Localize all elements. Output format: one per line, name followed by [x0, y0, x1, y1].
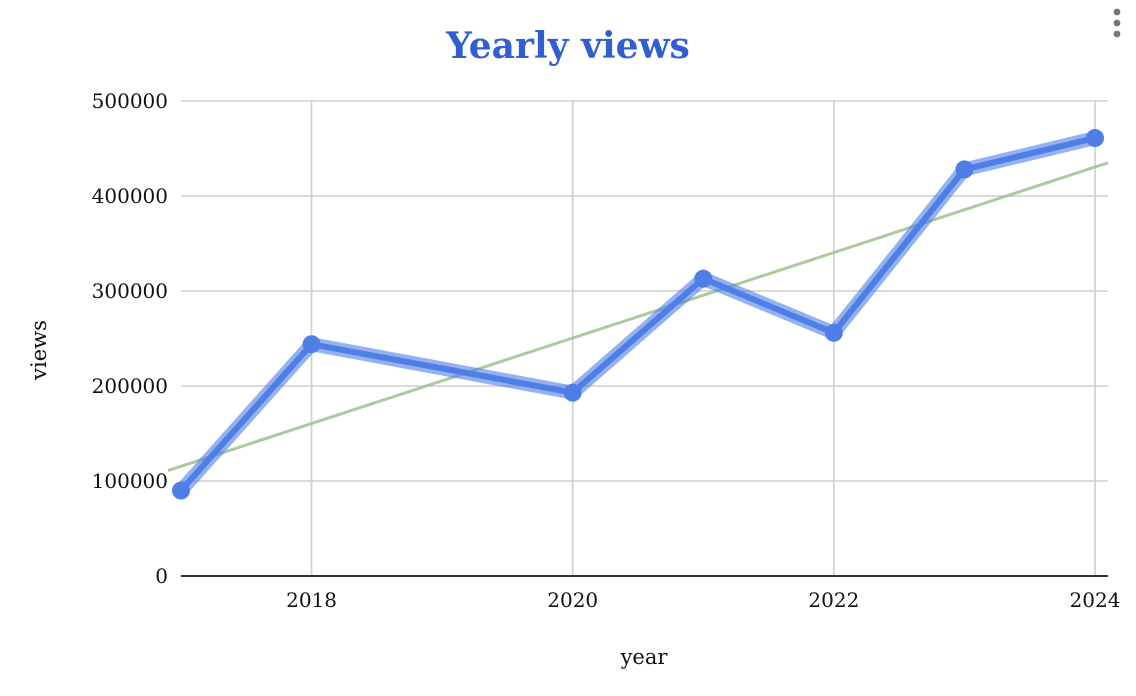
data-point — [955, 160, 974, 179]
more-vert-icon[interactable] — [1113, 8, 1121, 38]
x-tick-label: 2024 — [1070, 588, 1121, 612]
data-point — [172, 481, 190, 500]
x-tick-label: 2022 — [808, 588, 859, 612]
series-group — [172, 129, 1104, 500]
menu-dot — [1113, 30, 1121, 38]
x-tick-label: 2020 — [547, 588, 598, 612]
series-line — [178, 135, 1098, 494]
x-tick-label: 2018 — [286, 588, 337, 612]
y-tick-label: 100000 — [92, 469, 168, 493]
chart-title: Yearly views — [445, 25, 690, 67]
data-point — [563, 383, 582, 402]
y-tick-label: 300000 — [92, 279, 168, 303]
trendline-group — [167, 161, 1109, 472]
y-tick-label: 400000 — [92, 184, 168, 208]
data-point — [824, 323, 843, 342]
x-axis: 2018 2020 2022 2024 — [286, 588, 1120, 612]
y-tick-label: 200000 — [92, 374, 168, 398]
y-axis: 0 100000 200000 300000 400000 500000 — [92, 89, 168, 588]
x-axis-title: year — [620, 645, 669, 669]
menu-dot — [1113, 8, 1121, 16]
trendline — [167, 161, 1109, 472]
data-point — [302, 335, 321, 354]
y-tick-label: 0 — [155, 564, 168, 588]
y-axis-title: views — [27, 320, 51, 381]
y-tick-label: 500000 — [92, 89, 168, 113]
data-point — [694, 269, 713, 288]
menu-dot — [1113, 19, 1121, 27]
data-point — [1086, 129, 1104, 148]
